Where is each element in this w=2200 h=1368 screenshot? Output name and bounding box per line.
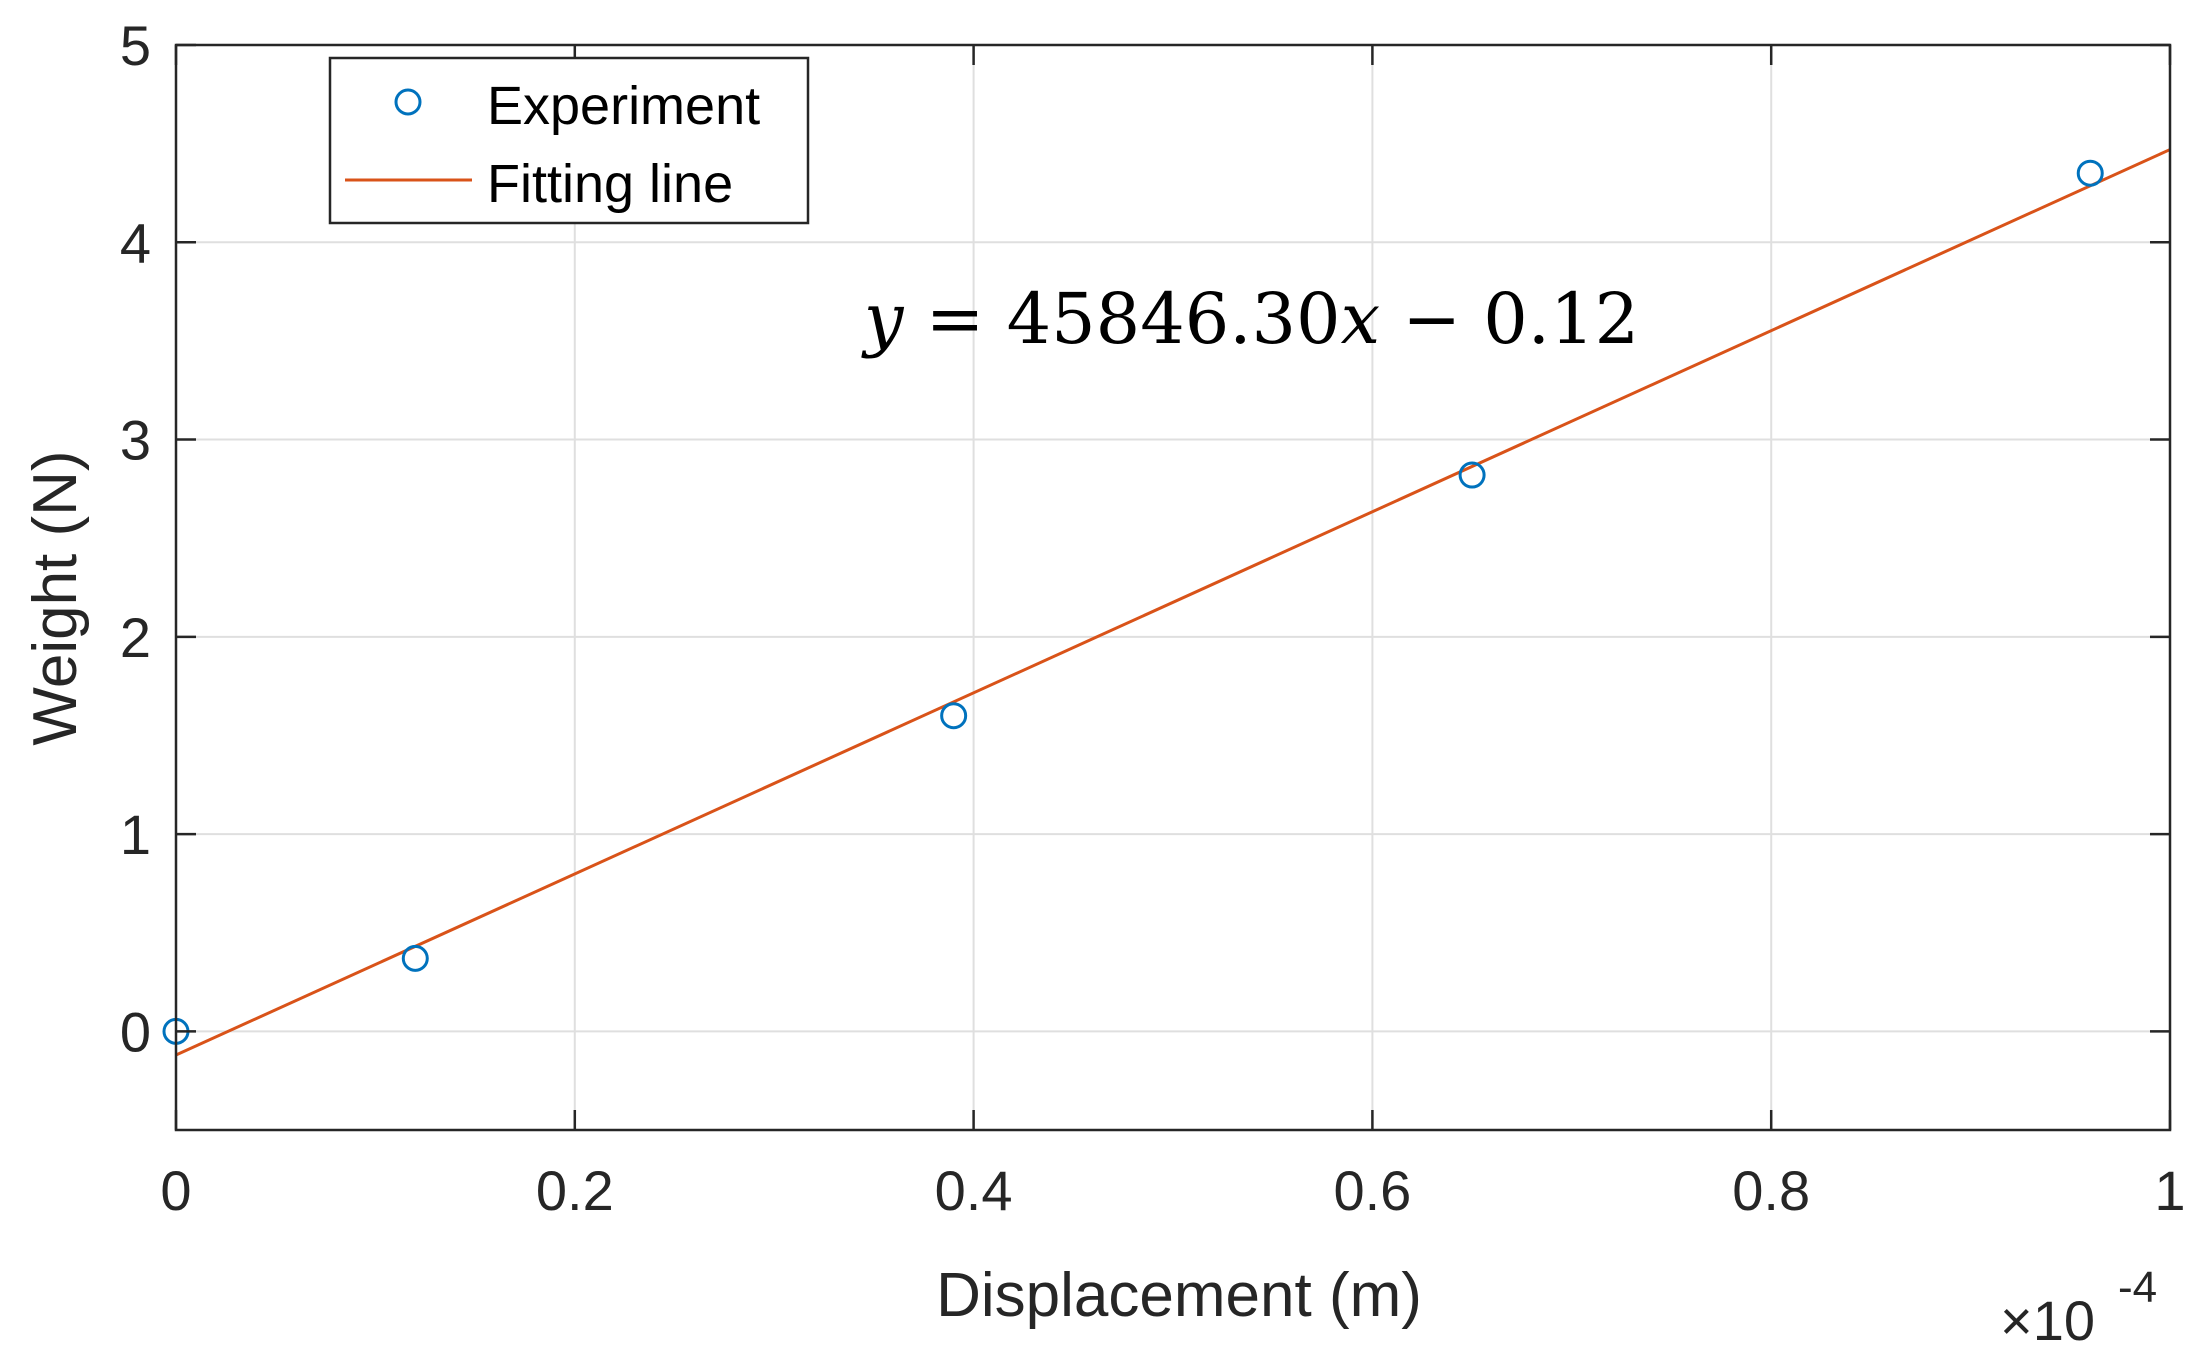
legend-experiment-label: Experiment bbox=[487, 76, 760, 136]
legend-box bbox=[328, 56, 810, 225]
y-tick-label-3: 3 bbox=[120, 409, 151, 472]
equation-y: y bbox=[861, 278, 905, 360]
x-tick-label-2: 0.4 bbox=[935, 1159, 1013, 1222]
axes bbox=[174, 43, 2172, 1132]
legend-experiment-marker bbox=[394, 88, 422, 116]
tick-labels: 0 0.2 0.4 0.6 0.8 1 0 1 2 3 4 5 bbox=[120, 14, 2186, 1222]
legend-fit-label: Fitting line bbox=[487, 154, 733, 214]
x-tick-label-0: 0 bbox=[160, 1159, 191, 1222]
x-scale-exponent-power: -4 bbox=[2118, 1263, 2157, 1312]
x-scale-exponent: ×10 -4 bbox=[2000, 1263, 2157, 1352]
x-tick-label-3: 0.6 bbox=[1333, 1159, 1411, 1222]
y-tick-label-4: 4 bbox=[120, 211, 151, 274]
y-tick-label-5: 5 bbox=[120, 14, 151, 77]
y-tick-label-0: 0 bbox=[120, 1000, 151, 1063]
x-scale-exponent-base: ×10 bbox=[2000, 1289, 2095, 1352]
x-tick-label-5: 1 bbox=[2154, 1159, 2185, 1222]
experiment-point-1 bbox=[401, 944, 429, 972]
equation-x: x bbox=[1341, 278, 1380, 360]
fit-equation: y = 45846.30x − 0.12 bbox=[861, 278, 1639, 360]
x-tick-label-4: 0.8 bbox=[1732, 1159, 1810, 1222]
fit-line bbox=[175, 148, 2171, 1057]
legend: Experiment Fitting line bbox=[328, 56, 810, 225]
x-axis-label: Displacement (m) bbox=[936, 1261, 1422, 1330]
y-axis-label: Weight (N) bbox=[21, 450, 90, 745]
equation-intercept: − 0.12 bbox=[1380, 278, 1639, 360]
y-tick-label-2: 2 bbox=[120, 606, 151, 669]
experiment-point-3 bbox=[1458, 461, 1486, 489]
experiment-point-4 bbox=[2076, 159, 2104, 187]
equation-coefficient: = 45846.30 bbox=[903, 278, 1340, 360]
y-tick-label-1: 1 bbox=[120, 803, 151, 866]
experiment-point-2 bbox=[940, 702, 968, 730]
plot-frame bbox=[174, 43, 2172, 1132]
x-tick-label-1: 0.2 bbox=[536, 1159, 614, 1222]
